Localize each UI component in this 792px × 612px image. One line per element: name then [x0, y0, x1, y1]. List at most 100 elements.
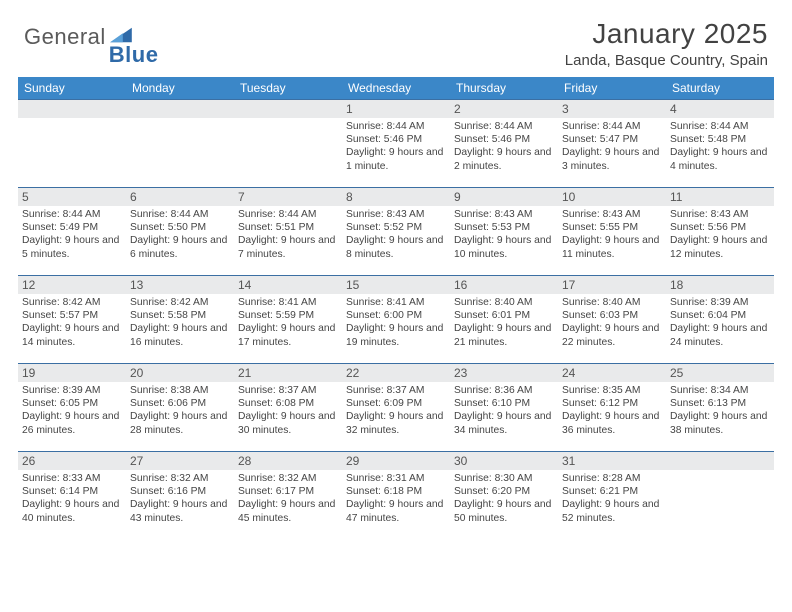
- sunset-line: Sunset: 6:20 PM: [454, 485, 554, 498]
- sunrise-line: Sunrise: 8:43 AM: [562, 208, 662, 221]
- sunset-line: Sunset: 6:16 PM: [130, 485, 230, 498]
- day-details: Sunrise: 8:37 AMSunset: 6:08 PMDaylight:…: [238, 384, 338, 437]
- daylight-line: Daylight: 9 hours and 4 minutes.: [670, 146, 770, 172]
- calendar-day-cell: 29 Sunrise: 8:31 AMSunset: 6:18 PMDayligh…: [342, 452, 450, 540]
- day-number: 10: [558, 188, 666, 206]
- day-number: 29: [342, 452, 450, 470]
- sunset-line: Sunset: 6:10 PM: [454, 397, 554, 410]
- day-details: Sunrise: 8:32 AMSunset: 6:16 PMDaylight:…: [130, 472, 230, 525]
- sunrise-line: Sunrise: 8:34 AM: [670, 384, 770, 397]
- sunrise-line: Sunrise: 8:33 AM: [22, 472, 122, 485]
- calendar-day-cell: 31Sunrise: 8:28 AMSunset: 6:21 PMDayligh…: [558, 452, 666, 540]
- sunset-line: Sunset: 6:18 PM: [346, 485, 446, 498]
- sunset-line: Sunset: 5:51 PM: [238, 221, 338, 234]
- day-number: [126, 100, 234, 118]
- daylight-line: Daylight: 9 hours and 43 minutes.: [130, 498, 230, 524]
- month-title: January 2025: [565, 18, 768, 50]
- sunrise-line: Sunrise: 8:36 AM: [454, 384, 554, 397]
- daylight-line: Daylight: 9 hours and 5 minutes.: [22, 234, 122, 260]
- sunrise-line: Sunrise: 8:38 AM: [130, 384, 230, 397]
- sunset-line: Sunset: 5:57 PM: [22, 309, 122, 322]
- day-details: Sunrise: 8:39 AMSunset: 6:05 PMDaylight:…: [22, 384, 122, 437]
- daylight-line: Daylight: 9 hours and 16 minutes.: [130, 322, 230, 348]
- day-number: 9: [450, 188, 558, 206]
- sunset-line: Sunset: 6:05 PM: [22, 397, 122, 410]
- calendar-day-cell: 3 Sunrise: 8:44 AMSunset: 5:47 PMDaylight…: [558, 100, 666, 188]
- calendar-day-cell: 23Sunrise: 8:36 AMSunset: 6:10 PMDayligh…: [450, 364, 558, 452]
- daylight-line: Daylight: 9 hours and 14 minutes.: [22, 322, 122, 348]
- sunrise-line: Sunrise: 8:44 AM: [22, 208, 122, 221]
- daylight-line: Daylight: 9 hours and 21 minutes.: [454, 322, 554, 348]
- daylight-line: Daylight: 9 hours and 6 minutes.: [130, 234, 230, 260]
- daylight-line: Daylight: 9 hours and 40 minutes.: [22, 498, 122, 524]
- calendar-day-cell: 12Sunrise: 8:42 AMSunset: 5:57 PMDayligh…: [18, 276, 126, 364]
- daylight-line: Daylight: 9 hours and 30 minutes.: [238, 410, 338, 436]
- calendar-body: 1Sunrise: 8:44 AMSunset: 5:46 PMDaylight…: [18, 100, 774, 540]
- calendar-day-cell: 19Sunrise: 8:39 AMSunset: 6:05 PMDayligh…: [18, 364, 126, 452]
- day-number: [18, 100, 126, 118]
- calendar-day-cell: 8Sunrise: 8:43 AMSunset: 5:52 PMDaylight…: [342, 188, 450, 276]
- daylight-line: Daylight: 9 hours and 32 minutes.: [346, 410, 446, 436]
- calendar-day-cell: 25 Sunrise: 8:34 AMSunset: 6:13 PMDayligh…: [666, 364, 774, 452]
- sunset-line: Sunset: 5:59 PM: [238, 309, 338, 322]
- calendar-day-cell: 30Sunrise: 8:30 AMSunset: 6:20 PMDayligh…: [450, 452, 558, 540]
- sunset-line: Sunset: 5:56 PM: [670, 221, 770, 234]
- day-number: 24: [558, 364, 666, 382]
- sunset-line: Sunset: 5:53 PM: [454, 221, 554, 234]
- daylight-line: Daylight: 9 hours and 36 minutes.: [562, 410, 662, 436]
- sunset-line: Sunset: 6:13 PM: [670, 397, 770, 410]
- day-details: Sunrise: 8:31 AMSunset: 6:18 PMDaylight:…: [346, 472, 446, 525]
- daylight-line: Daylight: 9 hours and 8 minutes.: [346, 234, 446, 260]
- day-number: 12: [18, 276, 126, 294]
- sunset-line: Sunset: 6:14 PM: [22, 485, 122, 498]
- day-details: Sunrise: 8:44 AMSunset: 5:46 PMDaylight:…: [454, 120, 554, 173]
- sunrise-line: Sunrise: 8:32 AM: [130, 472, 230, 485]
- sunset-line: Sunset: 6:17 PM: [238, 485, 338, 498]
- day-details: Sunrise: 8:44 AMSunset: 5:47 PMDaylight:…: [562, 120, 662, 173]
- sunrise-line: Sunrise: 8:28 AM: [562, 472, 662, 485]
- daylight-line: Daylight: 9 hours and 50 minutes.: [454, 498, 554, 524]
- calendar-day-cell: 15Sunrise: 8:41 AMSunset: 6:00 PMDayligh…: [342, 276, 450, 364]
- calendar-day-cell: 16Sunrise: 8:40 AMSunset: 6:01 PMDayligh…: [450, 276, 558, 364]
- weekday-header: Monday: [126, 77, 234, 100]
- weekday-header: Sunday: [18, 77, 126, 100]
- brand-blue: Blue: [109, 42, 159, 68]
- sunrise-line: Sunrise: 8:32 AM: [238, 472, 338, 485]
- day-details: Sunrise: 8:43 AMSunset: 5:52 PMDaylight:…: [346, 208, 446, 261]
- daylight-line: Daylight: 9 hours and 22 minutes.: [562, 322, 662, 348]
- sunrise-line: Sunrise: 8:44 AM: [454, 120, 554, 133]
- day-details: Sunrise: 8:33 AMSunset: 6:14 PMDaylight:…: [22, 472, 122, 525]
- day-details: Sunrise: 8:43 AMSunset: 5:56 PMDaylight:…: [670, 208, 770, 261]
- calendar-day-cell: [18, 100, 126, 188]
- sunset-line: Sunset: 5:50 PM: [130, 221, 230, 234]
- sunrise-line: Sunrise: 8:43 AM: [670, 208, 770, 221]
- day-number: 25: [666, 364, 774, 382]
- sunset-line: Sunset: 6:00 PM: [346, 309, 446, 322]
- daylight-line: Daylight: 9 hours and 38 minutes.: [670, 410, 770, 436]
- weekday-header: Thursday: [450, 77, 558, 100]
- calendar-day-cell: 1Sunrise: 8:44 AMSunset: 5:46 PMDaylight…: [342, 100, 450, 188]
- sunset-line: Sunset: 5:47 PM: [562, 133, 662, 146]
- calendar-day-cell: [126, 100, 234, 188]
- calendar-day-cell: 5Sunrise: 8:44 AMSunset: 5:49 PMDaylight…: [18, 188, 126, 276]
- daylight-line: Daylight: 9 hours and 34 minutes.: [454, 410, 554, 436]
- day-details: Sunrise: 8:40 AMSunset: 6:01 PMDaylight:…: [454, 296, 554, 349]
- sunset-line: Sunset: 6:08 PM: [238, 397, 338, 410]
- sunrise-line: Sunrise: 8:37 AM: [346, 384, 446, 397]
- calendar-day-cell: 28Sunrise: 8:32 AMSunset: 6:17 PMDayligh…: [234, 452, 342, 540]
- calendar-day-cell: 26Sunrise: 8:33 AMSunset: 6:14 PMDayligh…: [18, 452, 126, 540]
- brand-triangle-icon: [110, 26, 132, 44]
- daylight-line: Daylight: 9 hours and 45 minutes.: [238, 498, 338, 524]
- sunrise-line: Sunrise: 8:40 AM: [454, 296, 554, 309]
- day-details: Sunrise: 8:38 AMSunset: 6:06 PMDaylight:…: [130, 384, 230, 437]
- sunrise-line: Sunrise: 8:40 AM: [562, 296, 662, 309]
- sunrise-line: Sunrise: 8:41 AM: [346, 296, 446, 309]
- sunrise-line: Sunrise: 8:42 AM: [130, 296, 230, 309]
- calendar-week-row: 12Sunrise: 8:42 AMSunset: 5:57 PMDayligh…: [18, 276, 774, 364]
- day-details: Sunrise: 8:43 AMSunset: 5:55 PMDaylight:…: [562, 208, 662, 261]
- day-number: 3: [558, 100, 666, 118]
- sunset-line: Sunset: 6:06 PM: [130, 397, 230, 410]
- day-details: Sunrise: 8:43 AMSunset: 5:53 PMDaylight:…: [454, 208, 554, 261]
- sunset-line: Sunset: 6:01 PM: [454, 309, 554, 322]
- weekday-header: Friday: [558, 77, 666, 100]
